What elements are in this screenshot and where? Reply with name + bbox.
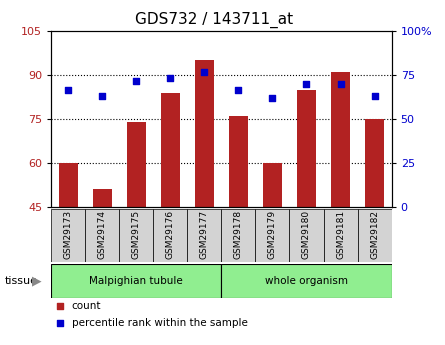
Point	[337, 81, 344, 87]
Point	[65, 87, 72, 92]
Bar	[127, 122, 146, 207]
Point	[295, 99, 302, 105]
Text: GSM29179: GSM29179	[268, 210, 277, 259]
Bar	[358, 209, 392, 262]
Bar	[324, 209, 358, 262]
Point	[235, 87, 242, 92]
Text: whole organism: whole organism	[265, 276, 348, 286]
Bar	[222, 209, 255, 262]
Bar	[331, 72, 350, 207]
Point	[133, 78, 140, 84]
Bar	[51, 264, 222, 298]
Text: count: count	[72, 301, 101, 311]
Text: GSM29175: GSM29175	[132, 210, 141, 259]
Point	[371, 93, 378, 98]
Bar	[59, 163, 77, 207]
Text: GSM29177: GSM29177	[200, 210, 209, 259]
Bar	[85, 209, 119, 262]
Text: ▶: ▶	[32, 275, 42, 288]
Text: GSM29173: GSM29173	[64, 210, 73, 259]
Text: Malpighian tubule: Malpighian tubule	[89, 276, 183, 286]
Text: GSM29181: GSM29181	[336, 210, 345, 259]
Text: GSM29178: GSM29178	[234, 210, 243, 259]
Text: percentile rank within the sample: percentile rank within the sample	[72, 318, 247, 328]
Point	[303, 81, 310, 87]
Bar	[195, 60, 214, 207]
Text: GSM29182: GSM29182	[370, 210, 379, 259]
Point	[167, 75, 174, 81]
Bar	[263, 163, 282, 207]
Text: GSM29176: GSM29176	[166, 210, 175, 259]
Bar	[297, 90, 316, 207]
Bar	[51, 209, 85, 262]
Bar	[290, 209, 324, 262]
Point	[201, 69, 208, 75]
Bar	[187, 209, 222, 262]
Text: GSM29180: GSM29180	[302, 210, 311, 259]
Bar	[93, 189, 112, 207]
Point	[269, 96, 276, 101]
Bar	[229, 116, 248, 207]
Bar	[365, 119, 384, 207]
Text: GDS732 / 143711_at: GDS732 / 143711_at	[134, 12, 293, 28]
Bar	[222, 264, 392, 298]
Text: GSM29174: GSM29174	[98, 210, 107, 259]
Point	[99, 93, 106, 98]
Bar	[161, 92, 180, 207]
Bar	[255, 209, 290, 262]
Bar	[119, 209, 153, 262]
Bar	[153, 209, 187, 262]
Text: tissue: tissue	[4, 276, 37, 286]
Point	[295, 255, 302, 260]
